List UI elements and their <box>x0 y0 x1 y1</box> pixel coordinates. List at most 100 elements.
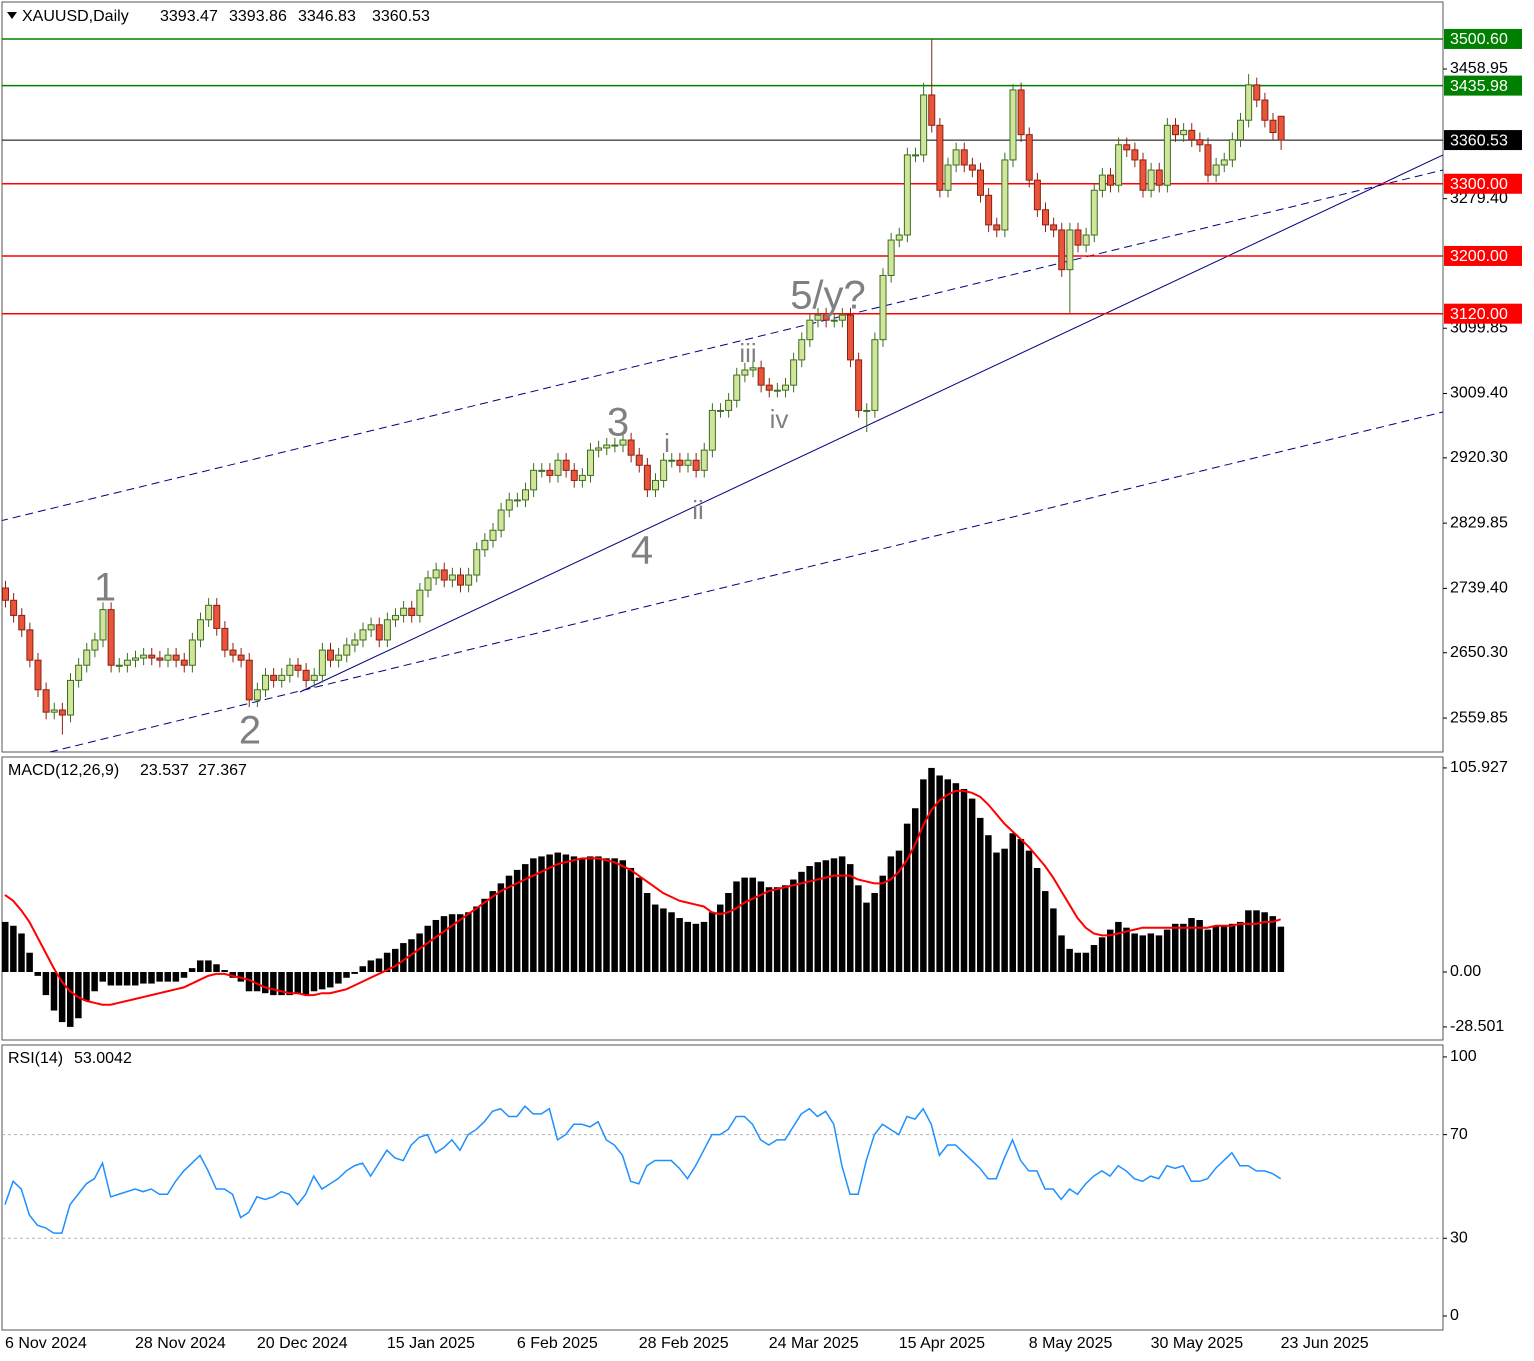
candle-body <box>952 149 960 166</box>
macd-bar <box>294 971 301 994</box>
candle-body <box>635 454 643 466</box>
macd-bar <box>725 893 732 972</box>
macd-bar <box>1074 952 1081 972</box>
macd-bar <box>302 971 310 996</box>
candle-body <box>1277 115 1285 141</box>
macd-bar <box>903 823 911 972</box>
macd-bar <box>424 925 431 972</box>
rsi-line <box>4 1105 1282 1234</box>
wave-label: iv <box>770 404 789 434</box>
rsi-panel-frame <box>1 1044 1444 1331</box>
macd-bar <box>221 970 228 972</box>
macd-bar <box>148 971 155 984</box>
macd-bar <box>1131 933 1138 972</box>
candle-body <box>1082 234 1090 246</box>
signal-line <box>4 789 1281 1006</box>
candle-body <box>253 689 261 701</box>
candle-body <box>578 474 586 481</box>
candle-body <box>359 629 367 641</box>
y-tick-label: 105.927 <box>1450 759 1508 776</box>
macd-bar <box>2 921 9 972</box>
wave-label: 1 <box>94 566 116 610</box>
macd-bar <box>595 856 602 972</box>
candle-body <box>1155 169 1163 186</box>
candle-body <box>91 639 99 651</box>
macd-bar <box>603 858 610 972</box>
candle-body <box>416 589 424 616</box>
candle-body <box>676 459 684 466</box>
macd-bar <box>1107 929 1114 972</box>
candle-body <box>1001 159 1009 231</box>
candle-body <box>505 499 513 511</box>
macd-bar <box>643 893 651 972</box>
wave-label: 5/y? <box>790 274 866 318</box>
candle-body <box>10 599 18 616</box>
wave-label: iii <box>739 338 756 368</box>
candle-body <box>944 164 952 191</box>
candle-body <box>1245 84 1253 121</box>
candle-body <box>684 459 692 466</box>
macd-bar <box>197 960 204 972</box>
macd-bar <box>773 887 781 972</box>
candle-body <box>538 469 546 472</box>
macd-bar <box>708 912 716 972</box>
candle-body <box>140 654 148 659</box>
macd-bar <box>115 971 123 986</box>
macd-bar <box>554 852 561 972</box>
candle-body <box>180 659 188 666</box>
macd-bar <box>993 852 1000 972</box>
candle-body <box>733 374 741 401</box>
candle-body <box>757 367 765 386</box>
macd-bar <box>830 858 838 972</box>
candle-body <box>481 539 489 551</box>
candle-body <box>335 654 343 661</box>
candle-body <box>1212 164 1220 176</box>
level-label-box <box>1444 245 1522 266</box>
candle-body <box>652 479 659 491</box>
macd-bar <box>960 788 968 972</box>
header-high: 3393.86 <box>229 8 287 25</box>
x-tick-label: 15 Apr 2025 <box>899 1335 985 1352</box>
macd-bar <box>1098 937 1106 972</box>
y-tick-label: 0.00 <box>1450 963 1481 980</box>
macd-bar <box>67 971 74 1027</box>
macd-bar <box>952 783 960 972</box>
candle-body <box>595 447 603 451</box>
macd-bar <box>156 971 163 982</box>
macd-bar <box>1050 908 1057 972</box>
candle-body <box>1253 84 1261 101</box>
macd-bar <box>676 918 683 972</box>
y-tick-label: 2920.30 <box>1450 449 1508 466</box>
candle-body <box>1025 134 1033 181</box>
candle-body <box>847 314 854 361</box>
x-tick-label: 28 Nov 2024 <box>135 1335 226 1352</box>
candle-body <box>18 614 26 631</box>
last-price-label: 3360.53 <box>1450 132 1508 149</box>
macd-bar <box>1017 839 1025 972</box>
candle-body <box>1163 124 1171 186</box>
candle-body <box>107 609 115 666</box>
macd-bar <box>213 964 220 972</box>
candle-body <box>562 459 570 471</box>
y-tick-label: 30 <box>1450 1230 1468 1247</box>
y-tick-label: 3458.95 <box>1450 60 1508 77</box>
macd-panel-frame <box>1 756 1444 1041</box>
candle-body <box>26 629 34 661</box>
price-panel-frame <box>1 1 1444 753</box>
macd-bar <box>1228 923 1236 972</box>
candle-body <box>172 654 180 661</box>
macd-bar <box>717 904 724 972</box>
macd-bar <box>1058 935 1065 972</box>
candle-body <box>1237 119 1244 141</box>
macd-bar <box>278 971 285 996</box>
candle-body <box>530 469 538 491</box>
macd-bar <box>465 912 472 972</box>
macd-bar <box>34 971 41 976</box>
macd-bar <box>132 971 139 986</box>
candle-body <box>936 124 944 191</box>
macd-bar <box>822 860 830 972</box>
macd-bar <box>383 952 391 972</box>
macd-bar <box>1269 916 1276 972</box>
candle-body <box>968 164 976 171</box>
